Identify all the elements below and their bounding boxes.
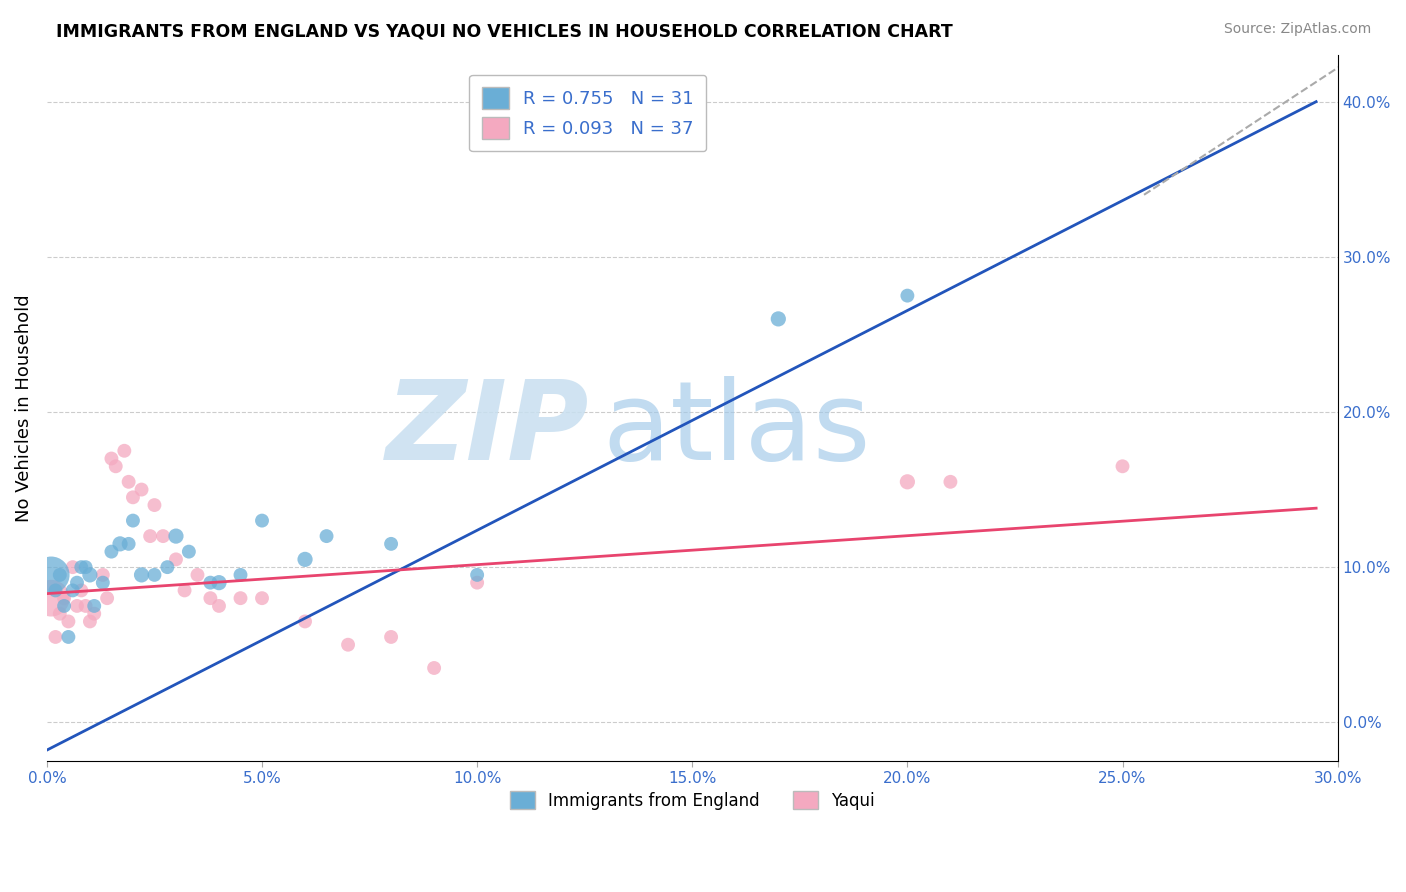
Point [44, 630, 66, 644]
Point [79, 568, 101, 582]
Point [66, 599, 89, 613]
Point [49, 568, 72, 582]
Point [250, 591, 273, 606]
Point [39, 591, 62, 606]
Point [380, 537, 402, 551]
Point [186, 568, 208, 582]
Point [70, 560, 93, 574]
Point [91, 568, 114, 582]
Point [768, 312, 790, 326]
Point [53, 591, 76, 606]
Point [380, 630, 402, 644]
Point [939, 475, 962, 489]
Point [208, 599, 231, 613]
Y-axis label: No Vehicles in Household: No Vehicles in Household [15, 294, 32, 522]
Point [423, 661, 446, 675]
Point [177, 544, 200, 558]
Point [70, 583, 93, 598]
Point [250, 514, 273, 528]
Point [156, 560, 179, 574]
Point [39, 568, 62, 582]
Point [229, 568, 252, 582]
Point [165, 552, 187, 566]
Point [465, 575, 488, 590]
Point [62, 560, 84, 574]
Point [83, 607, 105, 621]
Point [117, 537, 139, 551]
Text: ZIP: ZIP [385, 376, 589, 483]
Point [315, 529, 337, 543]
Point [79, 615, 101, 629]
Point [100, 451, 122, 466]
Point [165, 529, 187, 543]
Legend: Immigrants from England, Yaqui: Immigrants from England, Yaqui [503, 785, 882, 816]
Point [143, 498, 166, 512]
Point [112, 443, 135, 458]
Point [117, 475, 139, 489]
Point [896, 475, 918, 489]
Point [75, 560, 97, 574]
Point [108, 537, 131, 551]
Point [44, 583, 66, 598]
Point [122, 491, 145, 505]
Point [58, 630, 80, 644]
Point [49, 607, 72, 621]
Point [152, 529, 174, 543]
Point [131, 483, 153, 497]
Point [337, 638, 360, 652]
Point [229, 591, 252, 606]
Point [896, 288, 918, 302]
Point [91, 575, 114, 590]
Point [200, 591, 222, 606]
Point [100, 544, 122, 558]
Point [96, 591, 118, 606]
Point [143, 568, 166, 582]
Point [58, 615, 80, 629]
Point [53, 599, 76, 613]
Point [294, 552, 316, 566]
Text: Source: ZipAtlas.com: Source: ZipAtlas.com [1223, 22, 1371, 37]
Point [122, 514, 145, 528]
Point [173, 583, 195, 598]
Point [75, 599, 97, 613]
Point [66, 575, 89, 590]
Point [208, 575, 231, 590]
Point [139, 529, 162, 543]
Text: atlas: atlas [602, 376, 870, 483]
Point [104, 459, 127, 474]
Point [465, 568, 488, 582]
Point [200, 575, 222, 590]
Text: IMMIGRANTS FROM ENGLAND VS YAQUI NO VEHICLES IN HOUSEHOLD CORRELATION CHART: IMMIGRANTS FROM ENGLAND VS YAQUI NO VEHI… [56, 22, 953, 40]
Point [294, 615, 316, 629]
Point [62, 583, 84, 598]
Point [83, 599, 105, 613]
Point [131, 568, 153, 582]
Point [1111, 459, 1133, 474]
